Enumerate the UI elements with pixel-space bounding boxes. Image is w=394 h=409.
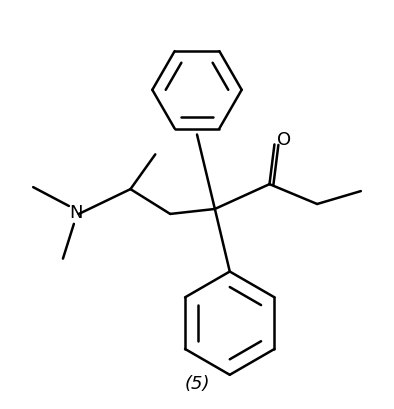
- Text: N: N: [69, 203, 83, 221]
- Text: O: O: [277, 131, 292, 149]
- Text: (5): (5): [184, 374, 210, 392]
